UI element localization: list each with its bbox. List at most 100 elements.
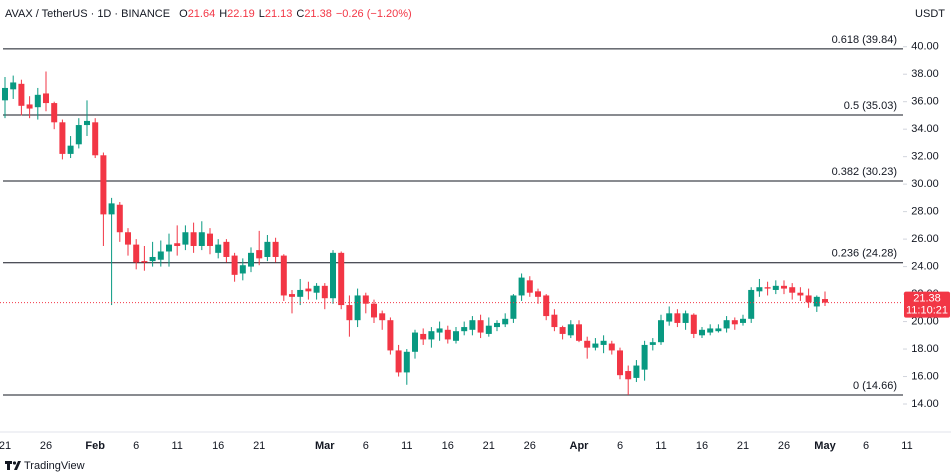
candle-body [526, 280, 533, 293]
candle-body [477, 320, 484, 333]
candle-body [26, 104, 33, 109]
last-price-label: 21.38 [913, 293, 941, 305]
candle-body [207, 233, 213, 246]
candle-body [362, 295, 369, 304]
candle-body [338, 252, 345, 306]
level-label: 0 (14.66) [853, 380, 897, 392]
candle-body [756, 287, 763, 292]
candle-body [403, 351, 410, 373]
last-price-box [904, 291, 950, 318]
candle-body [444, 329, 451, 340]
candle-body [166, 244, 172, 252]
candle-body [412, 332, 418, 352]
candle-body [248, 252, 254, 267]
candle-body [584, 340, 591, 348]
x-tick-label: 6 [863, 440, 869, 452]
ohlc-key: O [179, 8, 188, 20]
candle-body [51, 103, 58, 123]
candle-body [543, 295, 550, 317]
candle-body [559, 327, 566, 334]
candle-body [198, 232, 205, 246]
y-tick-label: 20.00 [911, 315, 939, 327]
candle-body [43, 93, 49, 104]
x-tick-label: 26 [524, 440, 536, 452]
ohlc-key: H [219, 8, 227, 20]
candle-body [666, 313, 673, 322]
x-tick-label: 26 [40, 440, 52, 452]
candle-body [182, 232, 189, 245]
candle-body [157, 251, 164, 260]
candle-body [190, 232, 197, 246]
candle-body [649, 342, 656, 345]
candle-body [789, 287, 796, 293]
axes: 14.0016.0018.0020.0022.0024.0026.0028.00… [0, 41, 951, 452]
level-label: 0.236 (24.28) [832, 248, 897, 260]
x-tick-label: May [814, 440, 836, 452]
y-tick-label: 34.00 [911, 123, 939, 135]
candle-body [428, 331, 435, 340]
candle-body [100, 155, 107, 215]
x-tick-label: 11 [171, 440, 182, 452]
candle-body [764, 287, 771, 289]
candle-body [485, 325, 492, 334]
x-tick-label: 21 [0, 440, 11, 452]
candle-body [280, 255, 287, 296]
y-tick-label: 40.00 [911, 41, 939, 53]
x-tick-label: 16 [212, 440, 224, 452]
candle-body [125, 232, 131, 245]
y-tick-label: 26.00 [911, 233, 939, 245]
candle-body [510, 295, 517, 319]
ohlc-value: 21.13 [265, 8, 293, 20]
x-tick-label: 21 [483, 440, 495, 452]
candle-body [797, 292, 804, 296]
candle-body [215, 244, 222, 253]
candle-body [658, 320, 664, 343]
candle-body [84, 120, 90, 126]
price-axis [903, 0, 951, 432]
x-tick-label: 6 [133, 440, 139, 452]
candle-body [420, 333, 427, 340]
candle-body [813, 296, 820, 307]
candle-body [453, 331, 459, 341]
candle-body [354, 295, 361, 321]
candle-body [346, 305, 353, 321]
y-tick-label: 36.00 [911, 96, 939, 108]
change: −0.26 (−1.20%) [336, 8, 412, 20]
candle-body [502, 318, 509, 325]
candle-body [34, 94, 41, 108]
candle-body [231, 255, 238, 275]
ohlc-key: C [296, 8, 304, 20]
candle-body [313, 285, 320, 293]
x-tick-label: 11 [655, 440, 666, 452]
candle-body [682, 313, 689, 323]
candle-body [805, 295, 812, 303]
candle-body [223, 241, 230, 257]
candle-body [469, 320, 476, 330]
x-tick-label: 6 [363, 440, 369, 452]
brand-name: TradingView [24, 460, 85, 472]
x-tick-label: 21 [253, 440, 265, 452]
x-tick-label: Apr [570, 440, 590, 452]
candle-body [576, 324, 582, 341]
candle-body [641, 344, 648, 370]
candle-body [174, 243, 181, 246]
x-tick-label: 26 [778, 440, 790, 452]
candle-body [608, 343, 615, 351]
y-tick-label: 30.00 [911, 178, 939, 190]
candle-body [772, 285, 779, 290]
y-tick-label: 38.00 [911, 68, 939, 80]
candle-body [436, 328, 443, 333]
brand-logo [5, 461, 21, 470]
candle-body [494, 322, 500, 328]
candle-body [75, 125, 82, 145]
y-tick-label: 16.00 [911, 370, 939, 382]
candle-body [535, 291, 541, 297]
candle-body [781, 285, 787, 289]
candle-body [305, 288, 312, 292]
candle-body [321, 285, 328, 299]
candle-body [10, 82, 17, 90]
currency: USDT [915, 8, 945, 20]
candle-body [518, 277, 525, 296]
y-tick-label: 28.00 [911, 206, 939, 218]
